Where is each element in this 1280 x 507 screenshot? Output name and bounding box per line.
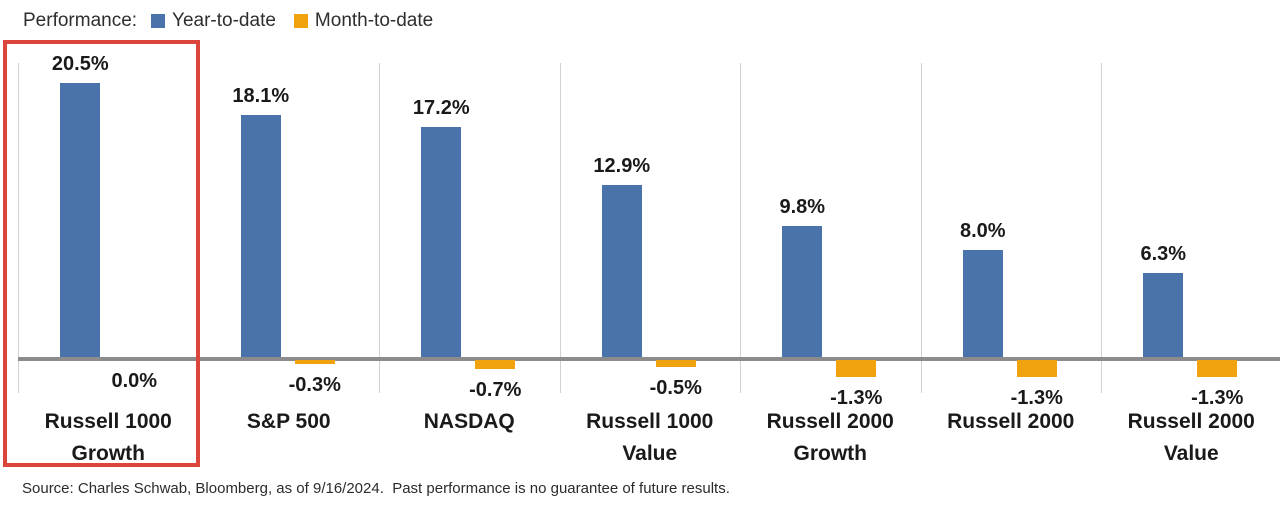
category-label: Russell 1000 Value: [560, 406, 741, 470]
category-label-line: Growth: [793, 442, 868, 465]
category-label-line: Russell 2000: [766, 410, 894, 433]
chart-legend: Performance: Year-to-date Month-to-date: [23, 10, 451, 32]
legend-item-year-to-date: Year-to-date: [151, 10, 276, 32]
category-gridline: [559, 63, 561, 393]
category-gridline: [18, 63, 19, 393]
category-label: S&P 500: [199, 406, 380, 438]
ytd-value-label: 18.1%: [232, 85, 290, 108]
ytd-value-label: 17.2%: [412, 97, 470, 120]
mtd-value-label: -1.3%: [1010, 387, 1063, 410]
mtd-value-label: 0.0%: [111, 370, 158, 392]
ytd-value-label: 12.9%: [593, 154, 651, 177]
category-gridline: [379, 63, 380, 393]
ytd-bar: [60, 83, 101, 357]
mtd-value-label: -0.5%: [649, 376, 702, 399]
category-label-line: S&P 500: [246, 410, 331, 433]
mtd-value-label: -1.3%: [830, 387, 883, 410]
category-label-line: Russell 1000: [44, 410, 172, 433]
category-label-line: Growth: [71, 442, 146, 465]
legend-item-label: Year-to-date: [172, 10, 276, 31]
ytd-value-label: 6.3%: [1140, 242, 1187, 265]
mtd-bar: [294, 360, 335, 364]
category-gridline: [920, 63, 922, 393]
ytd-bar: [962, 250, 1003, 357]
category-label: Russell 2000: [921, 406, 1102, 438]
category-label-line: Russell 2000: [947, 410, 1075, 433]
ytd-bar: [1143, 272, 1184, 357]
legend-title: Performance:: [23, 10, 138, 31]
ytd-bar: [421, 127, 462, 357]
mtd-bar: [475, 360, 516, 370]
mtd-bar: [836, 360, 877, 378]
category-label-line: NASDAQ: [423, 410, 515, 433]
category-label: Russell 1000 Growth: [18, 406, 199, 470]
ytd-value-label: 8.0%: [959, 220, 1006, 243]
legend-item-label: Month-to-date: [314, 10, 434, 31]
mtd-bar: [1016, 360, 1057, 378]
mtd-swatch-icon: [293, 14, 308, 28]
category-label-line: Russell 1000: [586, 410, 714, 433]
highlight-box: [3, 40, 200, 467]
category-label-line: Value: [622, 442, 678, 465]
category-label: NASDAQ: [379, 406, 560, 438]
category-label-line: Value: [1163, 442, 1219, 465]
ytd-bar: [240, 115, 281, 357]
mtd-bar: [655, 360, 696, 367]
source-note: Source: Charles Schwab, Bloomberg, as of…: [22, 480, 730, 497]
x-axis-line: [18, 357, 1280, 361]
category-label: Russell 2000 Growth: [740, 406, 921, 470]
ytd-bar: [601, 184, 642, 357]
mtd-bar: [1197, 360, 1238, 378]
category-label: Russell 2000 Value: [1101, 406, 1280, 470]
ytd-value-label: 9.8%: [779, 196, 826, 219]
ytd-swatch-icon: [151, 14, 166, 28]
mtd-value-label: -0.7%: [469, 379, 522, 402]
category-gridline: [1101, 63, 1102, 393]
legend-item-month-to-date: Month-to-date: [293, 10, 434, 32]
mtd-value-label: -1.3%: [1191, 387, 1244, 410]
category-label-line: Russell 2000: [1127, 410, 1255, 433]
mtd-value-label: -0.3%: [288, 374, 341, 396]
ytd-bar: [782, 226, 823, 357]
category-gridline: [740, 63, 741, 393]
ytd-value-label: 20.5%: [51, 53, 109, 76]
